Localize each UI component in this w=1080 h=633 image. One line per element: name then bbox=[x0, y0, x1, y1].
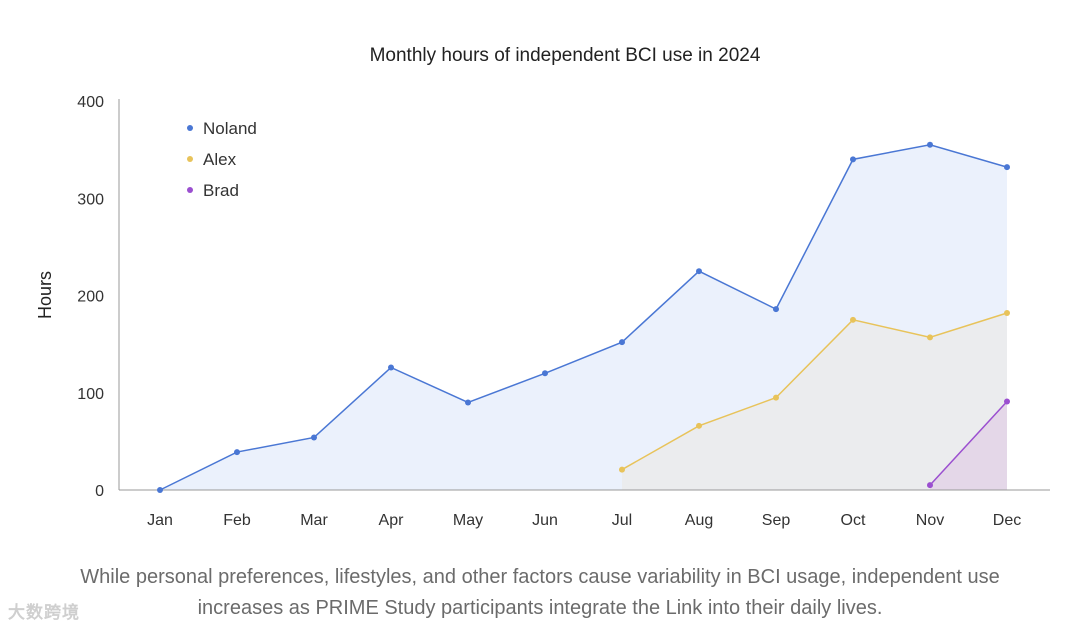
x-tick-label: Jun bbox=[532, 512, 558, 529]
y-tick-label: 400 bbox=[77, 94, 104, 111]
x-tick-label: Oct bbox=[841, 512, 866, 529]
x-tick-label: Feb bbox=[223, 512, 251, 529]
x-tick-label: Dec bbox=[993, 512, 1021, 529]
point-alex bbox=[696, 422, 702, 429]
line-noland bbox=[159, 143, 1008, 491]
chart-title: Monthly hours of independent BCI use in … bbox=[370, 45, 761, 66]
point-alex bbox=[619, 466, 625, 473]
chart: Monthly hours of independent BCI use in … bbox=[35, 45, 1050, 529]
x-tick-label: Nov bbox=[916, 512, 944, 529]
point-noland bbox=[388, 364, 394, 371]
legend-label: Noland bbox=[203, 119, 257, 138]
x-tick-label: Mar bbox=[300, 512, 328, 529]
y-tick-label: 200 bbox=[77, 289, 104, 306]
x-tick-label: May bbox=[453, 512, 483, 529]
y-axis-label: Hours bbox=[35, 271, 55, 319]
caption-line-2: increases as PRIME Study participants in… bbox=[197, 597, 883, 619]
point-noland bbox=[465, 399, 471, 406]
y-tick-label: 100 bbox=[77, 386, 104, 403]
point-brad bbox=[1004, 398, 1010, 405]
series-lines bbox=[157, 141, 1010, 493]
point-noland bbox=[927, 141, 933, 148]
point-noland bbox=[850, 156, 856, 163]
caption: While personal preferences, lifestyles, … bbox=[0, 562, 1080, 624]
x-tick-label: Jan bbox=[147, 512, 173, 529]
x-tick-label: Apr bbox=[379, 512, 405, 529]
legend-marker bbox=[187, 125, 193, 131]
point-alex bbox=[927, 334, 933, 341]
point-noland bbox=[696, 268, 702, 275]
series-areas bbox=[160, 144, 1007, 490]
line-brad bbox=[929, 400, 1008, 486]
legend-label: Alex bbox=[203, 150, 237, 169]
point-noland bbox=[157, 487, 163, 493]
x-tick-label: Sep bbox=[762, 512, 791, 529]
area-brad bbox=[930, 401, 1007, 490]
point-noland bbox=[234, 449, 240, 456]
point-noland bbox=[542, 370, 548, 377]
line-alex bbox=[621, 312, 1008, 471]
y-tick-labels: 0 100 200 300 400 bbox=[77, 94, 104, 500]
caption-line-1: While personal preferences, lifestyles, … bbox=[80, 566, 1000, 588]
point-noland bbox=[311, 434, 317, 441]
area-alex bbox=[622, 313, 1007, 490]
point-brad bbox=[927, 482, 933, 489]
point-alex bbox=[773, 394, 779, 401]
x-tick-label: Aug bbox=[685, 512, 713, 529]
point-noland bbox=[773, 306, 779, 313]
legend-marker bbox=[187, 187, 193, 193]
point-noland bbox=[1004, 164, 1010, 171]
legend-marker bbox=[187, 156, 193, 162]
point-noland bbox=[619, 339, 625, 346]
x-tick-labels: Jan Feb Mar Apr May Jun Jul Aug Sep Oct Nov Dec bbox=[147, 512, 1021, 529]
y-tick-label: 0 bbox=[95, 483, 104, 500]
legend: Noland Alex Brad bbox=[187, 119, 257, 200]
x-tick-label: Jul bbox=[612, 512, 632, 529]
point-alex bbox=[1004, 310, 1010, 317]
legend-label: Brad bbox=[203, 181, 239, 200]
watermark-logo: 大数跨境 bbox=[8, 603, 80, 622]
point-alex bbox=[850, 316, 856, 323]
y-tick-label: 300 bbox=[77, 191, 104, 208]
